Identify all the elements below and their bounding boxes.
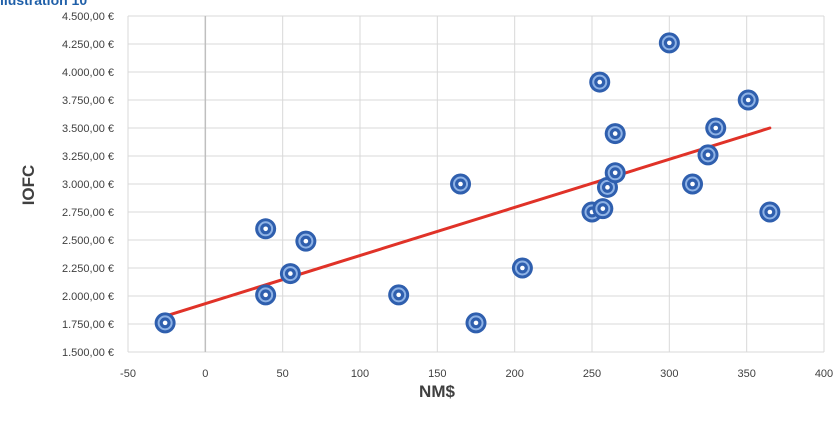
x-tick-label: 150 <box>428 368 446 380</box>
x-tick-label: 350 <box>737 368 755 380</box>
y-tick-label: 2.000,00 € <box>62 291 114 303</box>
data-point-center <box>263 226 268 232</box>
data-point-center <box>396 292 401 298</box>
data-point <box>604 162 626 184</box>
y-tick-label: 3.500,00 € <box>62 123 114 135</box>
data-point-center <box>690 181 695 187</box>
data-point-center <box>612 131 618 136</box>
data-point-center <box>767 209 773 215</box>
data-point <box>682 173 704 195</box>
data-point-highlight <box>468 315 484 331</box>
data-point <box>589 71 611 93</box>
data-point <box>592 198 614 220</box>
data-point <box>658 32 680 54</box>
data-point <box>697 144 719 166</box>
data-point-highlight <box>157 315 173 331</box>
data-point-highlight <box>661 35 677 51</box>
data-point-center <box>705 152 711 158</box>
x-tick-label: 200 <box>505 368 523 380</box>
data-point-center <box>288 271 293 276</box>
data-point <box>388 284 410 306</box>
data-point <box>737 89 759 111</box>
y-tick-label: 1.750,00 € <box>62 319 114 331</box>
data-point-center <box>605 185 610 190</box>
y-tick-label: 3.250,00 € <box>62 151 114 163</box>
data-point-center <box>745 97 751 103</box>
data-point-center <box>162 320 168 326</box>
x-tick-label: 100 <box>351 368 369 380</box>
data-point-highlight <box>607 165 623 181</box>
y-tick-label: 2.750,00 € <box>62 207 114 219</box>
y-tick-label: 2.500,00 € <box>62 235 114 247</box>
data-point-highlight <box>592 74 608 90</box>
figure-caption: llustration 10 <box>0 0 88 8</box>
y-tick-label: 2.250,00 € <box>62 263 114 275</box>
data-point-highlight <box>607 126 623 142</box>
data-point-highlight <box>762 204 778 220</box>
y-tick-labels: 1.500,00 € 1.750,00 € 2.000,00 € 2.250,00 €… <box>62 11 114 359</box>
x-axis-title: NM$ <box>419 382 455 401</box>
y-axis-title: IOFC <box>19 165 38 206</box>
data-point <box>705 117 727 139</box>
grid <box>127 15 825 353</box>
data-point-center <box>458 181 463 187</box>
data-point <box>604 123 626 145</box>
data-point-center <box>303 238 309 244</box>
x-tick-label: -50 <box>120 368 136 380</box>
data-point <box>465 312 487 334</box>
data-point <box>295 230 317 252</box>
data-point-center <box>520 265 525 271</box>
data-point-highlight <box>391 287 407 303</box>
data-point-center <box>667 40 672 46</box>
data-point-center <box>597 79 603 85</box>
data-point <box>279 263 301 285</box>
data-point-highlight <box>298 233 314 249</box>
data-point-highlight <box>599 179 615 195</box>
data-point-center <box>600 206 606 211</box>
data-point-highlight <box>700 147 716 163</box>
x-tick-label: 250 <box>583 368 601 380</box>
data-point <box>450 173 472 195</box>
data-point-highlight <box>595 201 611 217</box>
data-point <box>255 218 277 240</box>
data-point-center <box>473 320 479 326</box>
y-tick-label: 1.500,00 € <box>62 347 114 359</box>
data-point-center <box>263 292 268 298</box>
data-point-highlight <box>685 176 701 192</box>
data-point-highlight <box>708 120 724 136</box>
data-point-highlight <box>258 221 274 237</box>
y-tick-label: 4.250,00 € <box>62 39 114 51</box>
data-point <box>759 201 781 223</box>
y-tick-label: 3.750,00 € <box>62 95 114 107</box>
x-tick-label: 50 <box>277 368 289 380</box>
data-point-highlight <box>514 260 530 276</box>
y-tick-label: 4.500,00 € <box>62 11 114 23</box>
data-point <box>255 284 277 306</box>
y-tick-label: 4.000,00 € <box>62 67 114 79</box>
x-tick-label: 0 <box>202 368 208 380</box>
data-point-highlight <box>453 176 469 192</box>
data-point-highlight <box>282 266 298 282</box>
data-point-center <box>713 125 719 131</box>
x-tick-label: 300 <box>660 368 678 380</box>
data-point-center <box>612 170 618 176</box>
y-tick-label: 3.000,00 € <box>62 179 114 191</box>
data-points <box>154 32 781 334</box>
data-point <box>511 257 533 279</box>
x-tick-label: 400 <box>815 368 833 380</box>
data-point-highlight <box>740 92 756 108</box>
x-tick-labels: -50 0 50 100 150 200 250 300 350 400 <box>120 368 833 380</box>
data-point <box>154 312 176 334</box>
data-point-highlight <box>258 287 274 303</box>
